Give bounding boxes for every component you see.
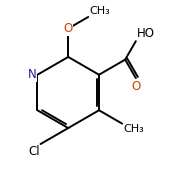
- Text: Cl: Cl: [28, 145, 40, 158]
- Text: O: O: [131, 80, 141, 93]
- Text: N: N: [28, 68, 36, 81]
- Text: CH₃: CH₃: [123, 125, 144, 134]
- Text: O: O: [64, 22, 73, 35]
- Text: CH₃: CH₃: [89, 6, 110, 16]
- Text: HO: HO: [137, 27, 155, 40]
